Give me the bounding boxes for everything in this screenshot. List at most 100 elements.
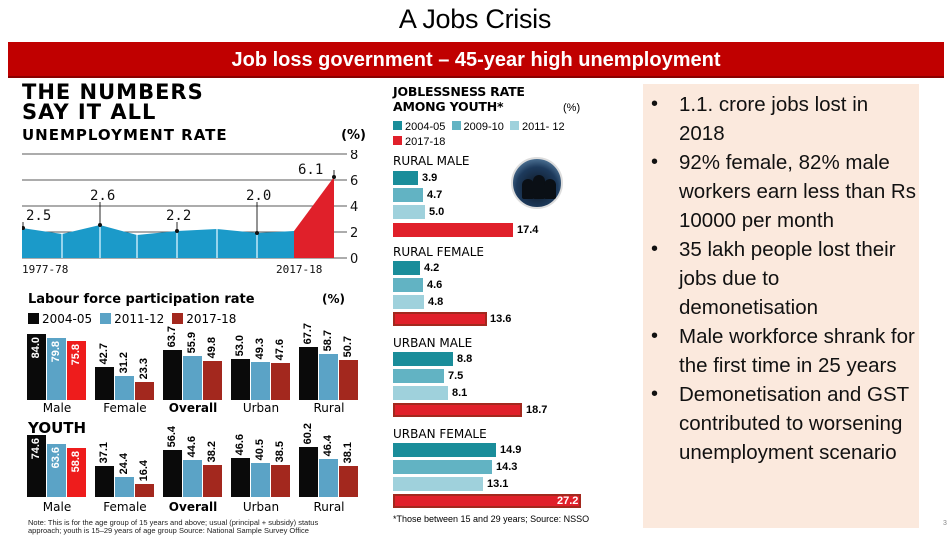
bar: 31.2 — [115, 352, 134, 400]
joblessness-title: JOBLESSNESS RATE AMONG YOUTH* — [393, 84, 525, 114]
category-urban-female: URBAN FEMALE — [393, 427, 487, 441]
bullet-item: Demonetisation and GST contributed to wo… — [643, 380, 919, 467]
youth-bars: 74.6 63.6 58.8 37.1 24.4 16.4 56.4 44.6 … — [27, 423, 367, 497]
legend-item: 2011- 12 — [510, 121, 565, 133]
bar: 46.4 — [319, 435, 338, 497]
svg-text:6.1: 6.1 — [298, 162, 323, 178]
legend-item: 2004-05 — [28, 312, 92, 326]
legend-swatch — [28, 313, 39, 324]
annotation-labels: 2.5 2.6 2.2 2.0 6.1 — [26, 162, 323, 224]
group-female: 42.7 31.2 23.3 — [95, 330, 155, 400]
bar: 56.4 — [163, 426, 182, 497]
footnote: Note: This is for the age group of 15 ye… — [28, 518, 319, 535]
bar: 63.6 — [47, 444, 66, 497]
bar: 46.6 — [231, 434, 250, 497]
x-start-label: 1977-78 — [22, 263, 68, 276]
bar: 75.8 — [67, 341, 86, 400]
slide-title: A Jobs Crisis — [398, 4, 552, 34]
headline-line2: SAY IT ALL — [22, 100, 157, 124]
svg-text:2.5: 2.5 — [26, 208, 51, 224]
joblessness-unit: (%) — [563, 102, 581, 114]
lfpr-title: Labour force participation rate — [28, 292, 255, 307]
y-tick-labels: 8 6 4 2 0 — [350, 150, 358, 267]
subtitle-banner: Job loss government – 45-year high unemp… — [8, 42, 944, 78]
unemployment-area-chart: 8 6 4 2 0 2.5 2.6 2.2 — [22, 150, 358, 276]
group-male: 74.6 63.6 58.8 — [27, 427, 87, 497]
bar: 67.7 — [299, 323, 318, 400]
area-blue — [22, 225, 294, 258]
svg-text:6: 6 — [350, 174, 358, 189]
slide-number: 3 — [943, 520, 947, 527]
category-urban-male: URBAN MALE — [393, 336, 473, 350]
group-urban: 53.0 49.3 47.6 — [231, 330, 291, 400]
left-infographic: THE NUMBERS SAY IT ALL UNEMPLOYMENT RATE… — [22, 82, 372, 537]
bar: 49.8 — [203, 337, 222, 400]
group-male: 84.0 79.8 75.8 — [27, 330, 87, 400]
bar: 60.2 — [299, 423, 318, 497]
bar: 63.7 — [163, 326, 182, 400]
bar: 44.6 — [183, 436, 202, 497]
lfpr-legend: 2004-05 2011-12 2017-18 — [28, 312, 236, 326]
bullet-item: 35 lakh people lost their jobs due to de… — [643, 235, 919, 322]
svg-text:8: 8 — [350, 150, 358, 163]
bar: 40.5 — [251, 439, 270, 497]
lfpr-unit: (%) — [322, 292, 345, 306]
group-urban: 46.6 40.5 38.5 — [231, 427, 291, 497]
bar: 49.3 — [251, 338, 270, 400]
legend-swatch — [100, 313, 112, 324]
unemployment-unit: (%) — [341, 128, 366, 143]
bar: 79.8 — [47, 338, 66, 400]
group-overall: 56.4 44.6 38.2 — [163, 426, 223, 497]
people-silhouette-icon — [511, 157, 563, 209]
legend-item: 2011-12 — [100, 312, 164, 326]
bar: 47.6 — [271, 339, 290, 400]
youth-category-labels: Male Female Overall Urban Rural — [42, 500, 345, 514]
unemployment-title: UNEMPLOYMENT RATE — [22, 126, 228, 144]
bar: 53.0 — [231, 335, 250, 400]
category-rural-female: RURAL FEMALE — [393, 245, 484, 259]
bar: 74.6 — [27, 435, 46, 497]
group-rural: 60.2 46.4 38.1 — [299, 423, 359, 497]
middle-infographic: JOBLESSNESS RATE AMONG YOUTH* (%) 2004-0… — [385, 82, 615, 532]
key-points-panel: 1.1. crore jobs lost in 2018 92% female,… — [643, 84, 919, 528]
legend-item: 2004-05 — [393, 121, 445, 133]
x-end-label: 2017-18 — [276, 263, 322, 276]
bar: 55.9 — [183, 332, 202, 400]
joblessness-footnote: *Those between 15 and 29 years; Source: … — [393, 514, 590, 524]
legend-item: 2017-18 — [172, 312, 236, 326]
category-rural-male: RURAL MALE — [393, 154, 470, 168]
legend-item: 2017-18 — [393, 136, 445, 148]
bar: 38.2 — [203, 441, 222, 497]
bar: 38.5 — [271, 441, 290, 497]
legend-swatch — [172, 313, 184, 324]
bar: 58.8 — [67, 448, 86, 497]
group-female: 37.1 24.4 16.4 — [95, 427, 155, 497]
svg-text:4: 4 — [350, 200, 358, 215]
lfpr-category-labels: Male Female Overall Urban Rural — [42, 401, 345, 415]
bullet-item: Male workforce shrank for the first time… — [643, 322, 919, 380]
bar: 37.1 — [95, 442, 114, 497]
legend-item: 2009-10 — [451, 121, 504, 133]
svg-text:2.0: 2.0 — [246, 188, 271, 204]
bar: 23.3 — [135, 358, 154, 400]
group-rural: 67.7 58.7 50.7 — [299, 323, 359, 400]
joblessness-legend: 2004-05 2009-10 2011- 12 2017-18 — [393, 120, 613, 150]
youth-title: YOUTH — [28, 419, 87, 437]
bullet-item: 1.1. crore jobs lost in 2018 — [643, 90, 919, 148]
bar: 16.4 — [135, 460, 154, 497]
bullet-item: 92% female, 82% male workers earn less t… — [643, 148, 919, 235]
bar: 50.7 — [339, 336, 358, 400]
headline-line1: THE NUMBERS — [22, 80, 204, 104]
area-red — [294, 177, 334, 258]
svg-text:2.2: 2.2 — [166, 208, 191, 224]
bar: 84.0 — [27, 334, 46, 400]
bar: 24.4 — [115, 453, 134, 497]
bar: 42.7 — [95, 343, 114, 400]
lfpr-bars: 84.0 79.8 75.8 42.7 31.2 23.3 63.7 55.9 … — [27, 323, 367, 400]
bar: 58.7 — [319, 330, 338, 400]
svg-text:2: 2 — [350, 226, 358, 241]
bar: 38.1 — [339, 442, 358, 497]
svg-text:0: 0 — [350, 252, 358, 267]
svg-text:2.6: 2.6 — [90, 188, 115, 204]
group-overall: 63.7 55.9 49.8 — [163, 326, 223, 400]
